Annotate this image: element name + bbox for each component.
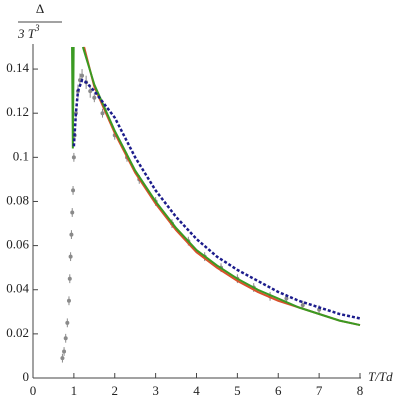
y-tick-label: 0.06	[6, 237, 29, 252]
data-point	[63, 336, 68, 341]
data-point	[69, 232, 74, 237]
y-tick-label: 0.02	[6, 325, 29, 340]
data-point	[60, 356, 65, 361]
data-point	[100, 111, 105, 116]
x-tick-label: 4	[193, 383, 200, 398]
data-point	[65, 320, 70, 325]
x-label: T/Td	[368, 369, 393, 384]
curve	[72, 78, 361, 320]
y-tick-label: 0.04	[6, 281, 29, 296]
x-tick-label: 0	[30, 383, 37, 398]
y-tick-label: 0.12	[6, 104, 29, 119]
x-tick-label: 2	[112, 383, 119, 398]
x-tick-label: 6	[275, 383, 282, 398]
data-point	[62, 349, 67, 354]
y-tick-label: 0	[23, 369, 30, 384]
y-label-exponent: 3	[34, 23, 40, 33]
data-point	[71, 188, 76, 193]
data-point	[71, 155, 76, 160]
plot-area	[60, 46, 361, 363]
data-point	[67, 276, 72, 281]
y-label-base: 3 T	[17, 26, 36, 41]
x-tick-label: 5	[234, 383, 241, 398]
y-tick-label: 0.08	[6, 192, 29, 207]
x-tick-label: 7	[316, 383, 323, 398]
data-point	[80, 73, 85, 78]
y-label-denominator: 3 T3	[17, 23, 40, 41]
curve	[71, 46, 361, 327]
data-point	[68, 254, 73, 259]
x-tick-label: 8	[357, 383, 364, 398]
data-point	[70, 210, 75, 215]
data-point	[88, 89, 93, 94]
y-label-numerator: Δ	[36, 1, 44, 16]
x-tick-label: 3	[152, 383, 159, 398]
data-point	[66, 298, 71, 303]
y-tick-label: 0.14	[6, 60, 29, 75]
curve	[83, 46, 361, 327]
data-point	[92, 95, 97, 100]
x-tick-label: 1	[71, 383, 78, 398]
y-tick-label: 0.1	[13, 148, 29, 163]
data-point	[300, 303, 305, 308]
data-point	[284, 296, 289, 301]
